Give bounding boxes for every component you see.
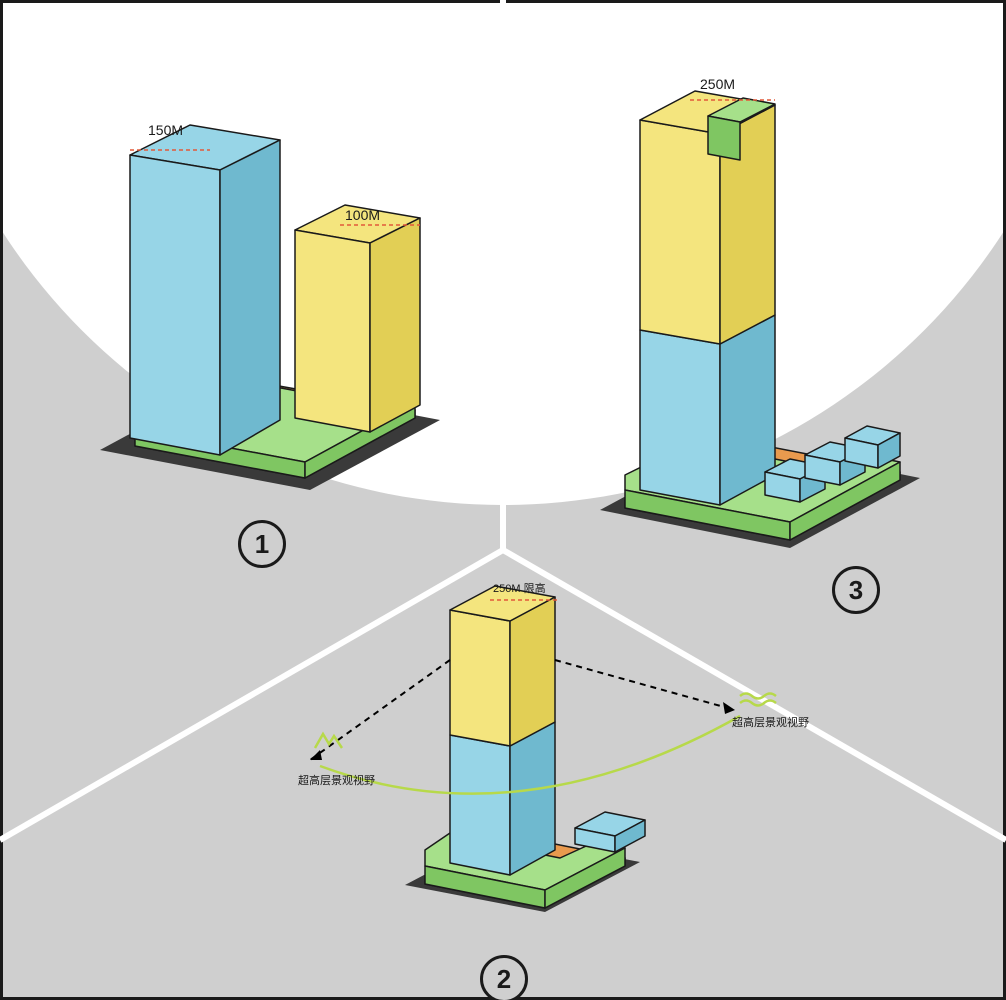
- label-250m: 250M: [700, 76, 735, 92]
- badge-2: 2: [480, 955, 528, 1000]
- diagram-stage: 1 2 3 150M 100M 250M 250M 限高 超高层景观视野 超高层…: [0, 0, 1006, 1000]
- p1-yellow-tower: [295, 205, 420, 432]
- p3-tower: [640, 91, 775, 505]
- p2-left-annotation: 超高层景观视野: [298, 772, 375, 788]
- badge-3: 3: [832, 566, 880, 614]
- p1-blue-tower: [130, 125, 280, 455]
- label-100m: 100M: [345, 207, 380, 223]
- badge-1: 1: [238, 520, 286, 568]
- label-150m: 150M: [148, 122, 183, 138]
- label-250m-limit: 250M 限高: [493, 580, 546, 596]
- p2-right-annotation: 超高层景观视野: [732, 714, 809, 730]
- p2-tower: [450, 586, 555, 875]
- diagram-svg: [0, 0, 1006, 1000]
